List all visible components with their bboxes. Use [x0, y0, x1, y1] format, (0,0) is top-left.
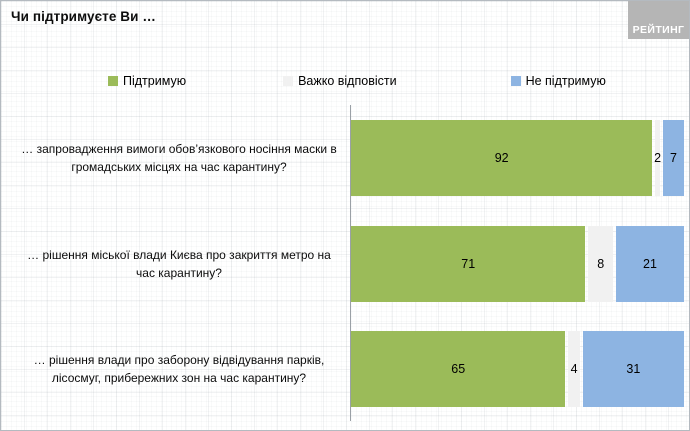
bar-segment-не-підтримую: 21	[616, 225, 684, 302]
bar-segment-підтримую: 92	[351, 119, 653, 196]
legend-label: Не підтримую	[525, 74, 606, 88]
legend-label: Підтримую	[123, 74, 187, 88]
chart-row-2: … рішення влади про заборону відвідуванн…	[1, 316, 689, 422]
bar-segment-підтримую: 65	[351, 331, 566, 408]
legend-label: Важко відповісти	[298, 74, 397, 88]
value-label: 7	[669, 150, 677, 165]
legend-item-0: Підтримую	[108, 74, 186, 88]
legend-item-2: Не підтримую	[510, 74, 606, 88]
category-label: … запровадження вимоги обов’язкового нос…	[21, 141, 337, 174]
category-label: … рішення влади про заборону відвідуванн…	[33, 353, 325, 386]
rating-logo-text: РЕЙТИНГ	[632, 24, 685, 36]
bar-segment-не-підтримую: 31	[582, 331, 684, 408]
chart-legend: Підтримую Важко відповісти Не підтримую	[1, 70, 689, 92]
value-label: 65	[451, 362, 466, 377]
value-label: 21	[643, 256, 657, 271]
page-title: Чи підтримуєте Ви …	[11, 9, 157, 24]
category-label: … рішення міської влади Києва про закрит…	[27, 247, 331, 280]
legend-swatch-icon	[283, 76, 294, 86]
stacked-bar: 71 8 21	[351, 225, 684, 302]
rating-group-logo: РЕЙТИНГ	[628, 1, 689, 39]
bar-segment-підтримую: 71	[351, 225, 586, 302]
chart-row-0: … запровадження вимоги обов’язкового нос…	[1, 105, 689, 211]
value-label: 2	[654, 150, 662, 165]
stacked-bar: 65 4 31	[351, 331, 684, 408]
bar-segment-важко-відповісти: 4	[568, 331, 580, 408]
value-label: 71	[461, 256, 476, 271]
legend-swatch-icon	[108, 76, 118, 86]
legend-item-1: Важко відповісти	[283, 74, 397, 88]
value-label: 8	[597, 256, 605, 271]
stacked-bar: 92 2 7	[351, 119, 684, 196]
bar-segment-не-підтримую: 7	[662, 119, 684, 196]
value-label: 31	[626, 362, 641, 377]
value-label: 92	[494, 150, 509, 165]
value-label: 4	[570, 362, 578, 377]
chart-row-1: … рішення міської влади Києва про закрит…	[1, 211, 689, 317]
chart-plot-area: … запровадження вимоги обов’язкового нос…	[1, 105, 689, 422]
legend-swatch-icon	[510, 76, 521, 86]
bar-segment-важко-відповісти: 2	[654, 119, 662, 196]
bar-segment-важко-відповісти: 8	[588, 225, 614, 302]
